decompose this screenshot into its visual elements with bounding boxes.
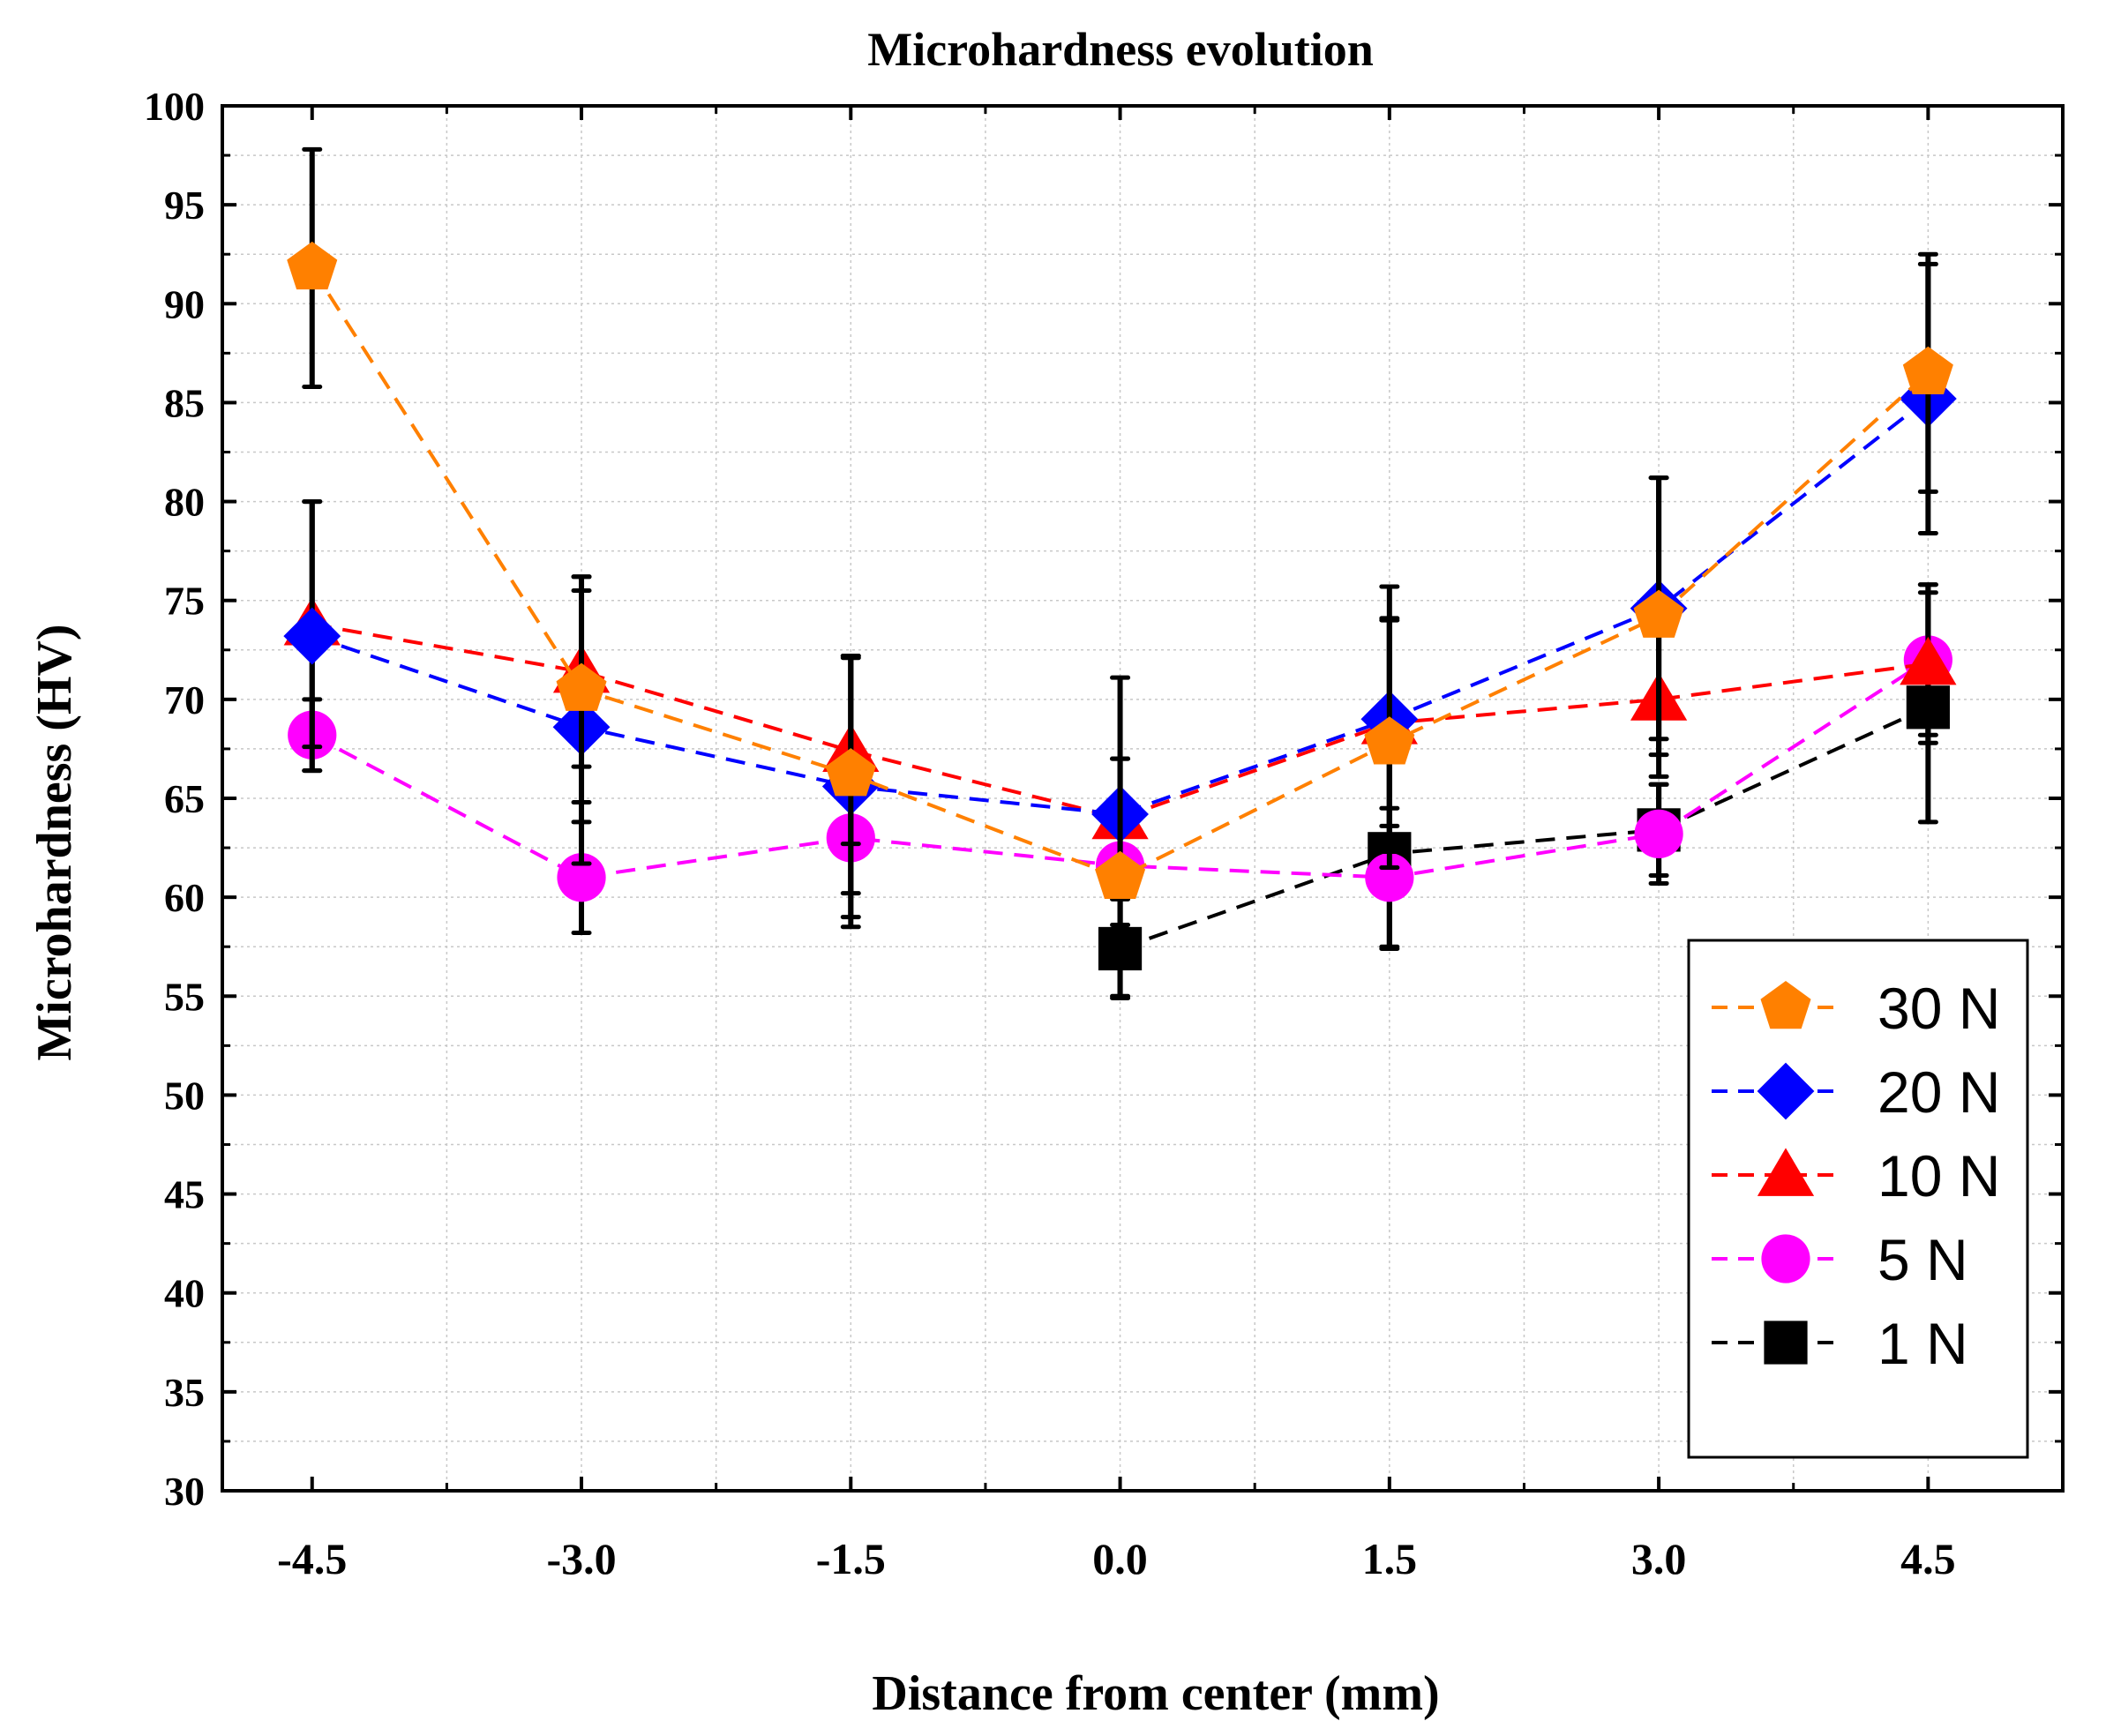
data-point [825, 748, 876, 797]
y-tick-label: 30 [164, 1469, 205, 1514]
y-tick-label: 65 [164, 776, 205, 821]
data-point [1902, 346, 1953, 395]
data-point [557, 853, 606, 902]
y-tick-label: 95 [164, 183, 205, 228]
chart-title: Microhardness evolution [867, 23, 1374, 76]
y-tick-label: 35 [164, 1370, 205, 1415]
x-tick-label: -1.5 [816, 1534, 886, 1583]
legend-item: 30 N [1712, 976, 2000, 1041]
legend-marker [1760, 981, 1811, 1029]
y-tick-label: 75 [164, 579, 205, 624]
y-tick-label: 60 [164, 875, 205, 920]
legend-item: 20 N [1712, 1059, 2000, 1125]
x-axis-label: Distance from center (mm) [872, 1666, 1439, 1721]
y-tick-label: 40 [164, 1271, 205, 1316]
legend-box [1687, 939, 2029, 1459]
data-point [1633, 589, 1684, 638]
legend-label: 5 N [1877, 1227, 1968, 1292]
x-tick-label: -3.0 [546, 1534, 616, 1583]
legend-marker [1757, 1148, 1815, 1196]
y-tick-label: 55 [164, 974, 205, 1019]
data-point [1364, 716, 1415, 765]
axis-ticks: 30 35 40 45 50 55 60 65 70 75 80 85 90 95 100 -4.5 -3.0 -… [144, 84, 2065, 1583]
legend-label: 30 N [1877, 976, 2000, 1041]
y-tick-label: 70 [164, 677, 205, 722]
legend-label: 1 N [1877, 1311, 1968, 1376]
legend-marker [1757, 1062, 1815, 1120]
data-point [1095, 850, 1146, 899]
series-line [1119, 706, 1930, 951]
data-point [287, 241, 338, 290]
data-point [1365, 853, 1414, 902]
legend-label: 20 N [1877, 1059, 2000, 1125]
legend-item: 10 N [1712, 1143, 2000, 1208]
data-point [1634, 809, 1683, 858]
x-tick-label: 0.0 [1092, 1534, 1148, 1583]
x-tick-label: 1.5 [1362, 1534, 1418, 1583]
legend-marker [1761, 1234, 1810, 1283]
y-tick-label: 100 [144, 84, 205, 129]
data-point [283, 607, 341, 665]
legend-item: 1 N [1712, 1311, 1968, 1376]
y-tick-label: 90 [164, 281, 205, 326]
y-tick-label: 45 [164, 1172, 205, 1217]
x-tick-label: 3.0 [1631, 1534, 1687, 1583]
y-axis-label: Microhardness (HV) [27, 624, 82, 1060]
x-tick-label: -4.5 [277, 1534, 347, 1583]
series-layer [283, 146, 1957, 1001]
y-tick-label: 85 [164, 380, 205, 425]
legend: 30 N 20 N 10 N 5 N 1 N [1687, 939, 2029, 1459]
data-point [1900, 636, 1957, 685]
legend-marker [1764, 1321, 1808, 1365]
data-point [556, 662, 607, 711]
y-tick-label: 80 [164, 480, 205, 525]
legend-label: 10 N [1877, 1143, 2000, 1208]
series-30n [287, 146, 1953, 999]
y-tick-label: 50 [164, 1073, 205, 1118]
legend-item: 5 N [1712, 1227, 1968, 1292]
x-tick-label: 4.5 [1900, 1534, 1956, 1583]
